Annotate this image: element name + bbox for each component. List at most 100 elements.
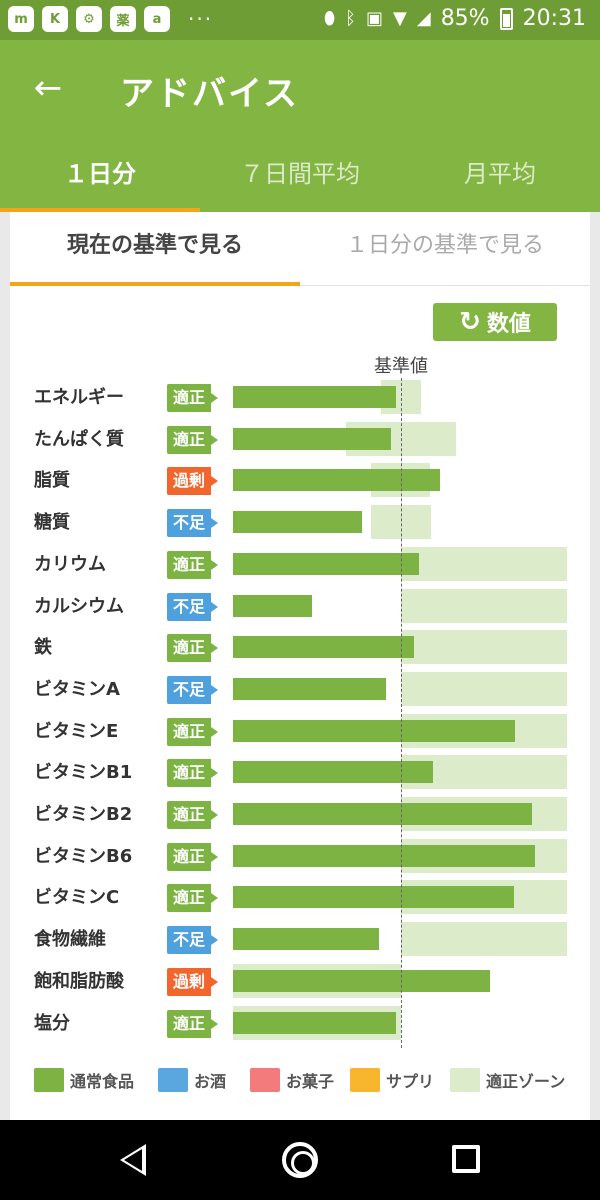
- nutrient-name: ビタミンC: [34, 887, 120, 909]
- tab-indicator: [0, 208, 200, 212]
- status-badge: 適正: [167, 801, 218, 829]
- navigation-bar: [0, 1120, 600, 1200]
- app-notification-icon: a: [144, 6, 170, 32]
- nutrient-row: ビタミンB2 適正: [10, 795, 590, 831]
- status-badge: 適正: [167, 1009, 218, 1038]
- intake-bar: [233, 886, 514, 909]
- recent-square-icon[interactable]: [442, 1140, 490, 1180]
- intake-bar: [233, 552, 420, 575]
- legend-item: お菓子: [250, 1068, 334, 1092]
- tab-seven-day-average[interactable]: ７日間平均: [240, 160, 360, 188]
- status-badge: 適正: [167, 384, 218, 412]
- legend-swatch: [34, 1068, 64, 1092]
- app-notification-icon: 薬: [110, 6, 136, 32]
- status-badge: 適正: [167, 425, 218, 454]
- period-tabs: １日分 ７日間平均 月平均: [0, 152, 600, 212]
- nutrient-row: ビタミンA 不足: [10, 670, 590, 706]
- app-notification-icon: m: [8, 6, 34, 32]
- home-circle-icon[interactable]: [276, 1140, 324, 1180]
- status-badge: 不足: [167, 675, 218, 704]
- intake-bar: [233, 386, 396, 408]
- appropriate-zone: [401, 588, 567, 623]
- appropriate-zone: [401, 922, 567, 957]
- nutrient-row: エネルギー 適正: [10, 378, 590, 414]
- intake-bar: [233, 761, 433, 784]
- clock: 20:31: [522, 6, 586, 31]
- nutrient-row: ビタミンC 適正: [10, 878, 590, 915]
- nutrient-name: カリウム: [34, 553, 106, 575]
- intake-bar: [233, 719, 516, 742]
- intake-bar: [233, 1011, 396, 1034]
- subtab-current-standard[interactable]: 現在の基準で見る: [66, 233, 243, 258]
- status-bar: m K ⚙ 薬 a ··· ⬮ ᛒ ▣ ▼ ◢ 85% 20:31: [0, 0, 600, 40]
- appropriate-zone: [370, 505, 432, 540]
- legend-item: サプリ: [350, 1068, 434, 1092]
- nutrient-name: カルシウム: [34, 595, 124, 617]
- intake-bar: [233, 469, 440, 492]
- intake-bar: [233, 594, 312, 617]
- nutrient-row: 鉄 適正: [10, 628, 590, 665]
- system-icons: ⬮ ᛒ ▣ ▼ ◢ 85% 20:31: [324, 6, 586, 31]
- tab-one-day[interactable]: １日分: [64, 160, 136, 188]
- intake-bar: [233, 928, 380, 951]
- nutrient-name: 糖質: [34, 512, 70, 534]
- nutrient-row: ビタミンE 適正: [10, 712, 590, 748]
- arrow-left-icon[interactable]: ←: [33, 68, 63, 108]
- nutrient-row: カリウム 適正: [10, 545, 590, 581]
- status-badge: 不足: [167, 926, 218, 955]
- subtab-indicator: [10, 282, 300, 286]
- intake-bar: [233, 803, 533, 825]
- nutrient-name: ビタミンB1: [34, 762, 133, 784]
- nutrient-name: 鉄: [34, 637, 52, 659]
- intake-bar: [233, 677, 386, 700]
- legend-label: サプリ: [386, 1072, 435, 1091]
- status-badge: 過剰: [167, 967, 218, 996]
- intake-bar: [233, 427, 391, 450]
- baseline-label: 基準値: [374, 356, 428, 377]
- status-badge: 不足: [167, 592, 218, 621]
- legend-label: お菓子: [286, 1072, 335, 1091]
- bluetooth-icon: ᛒ: [345, 8, 356, 29]
- status-badge: 適正: [167, 550, 218, 579]
- status-badge: 不足: [167, 509, 218, 538]
- nutrient-row: ビタミンB1 適正: [10, 753, 590, 790]
- baseline-line: [401, 378, 402, 1048]
- back-triangle-icon[interactable]: [110, 1140, 158, 1180]
- nutrient-row: 塩分 適正: [10, 1004, 590, 1040]
- nutrient-name: ビタミンE: [34, 720, 119, 742]
- signal-icon: ◢: [416, 8, 431, 29]
- nutrient-row: たんぱく質 適正: [10, 420, 590, 456]
- status-badge: 適正: [167, 717, 218, 746]
- vibrate-icon: ▣: [365, 8, 383, 29]
- appropriate-zone: [401, 671, 567, 706]
- show-values-label: 数値: [486, 312, 531, 337]
- legend-item: 適正ゾーン: [450, 1068, 565, 1092]
- intake-bar: [233, 511, 363, 534]
- tab-monthly-average[interactable]: 月平均: [464, 160, 536, 188]
- subtab-one-day-standard[interactable]: １日分の基準で見る: [345, 233, 544, 258]
- legend-label: 適正ゾーン: [486, 1072, 566, 1091]
- nutrient-row: ビタミンB6 適正: [10, 837, 590, 873]
- nutrient-name: ビタミンA: [34, 678, 120, 700]
- nutrient-row: 糖質 不足: [10, 503, 590, 540]
- nutrient-name: エネルギー: [34, 387, 124, 408]
- legend-item: お酒: [158, 1068, 226, 1092]
- status-badge: 過剰: [167, 467, 218, 496]
- status-badge: 適正: [167, 634, 218, 663]
- notification-icons: m K ⚙ 薬 a ···: [8, 6, 213, 32]
- legend-swatch: [450, 1068, 480, 1092]
- nutrient-row: 食物繊維 不足: [10, 920, 590, 957]
- nutrient-row: 飽和脂肪酸 過剰: [10, 962, 590, 998]
- refresh-icon: ↻: [459, 307, 481, 337]
- legend-swatch: [158, 1068, 188, 1092]
- status-badge: 適正: [167, 759, 218, 788]
- status-badge: 適正: [167, 884, 218, 913]
- nutrient-name: ビタミンB6: [34, 845, 133, 867]
- nutrient-row: カルシウム 不足: [10, 587, 590, 623]
- intake-bar: [233, 969, 491, 992]
- show-values-button[interactable]: ↻ 数値: [433, 303, 557, 341]
- nutrient-row: 脂質 過剰: [10, 461, 590, 498]
- legend-swatch: [250, 1068, 280, 1092]
- wifi-icon: ▼: [393, 8, 407, 29]
- app-notification-icon: K: [42, 6, 68, 32]
